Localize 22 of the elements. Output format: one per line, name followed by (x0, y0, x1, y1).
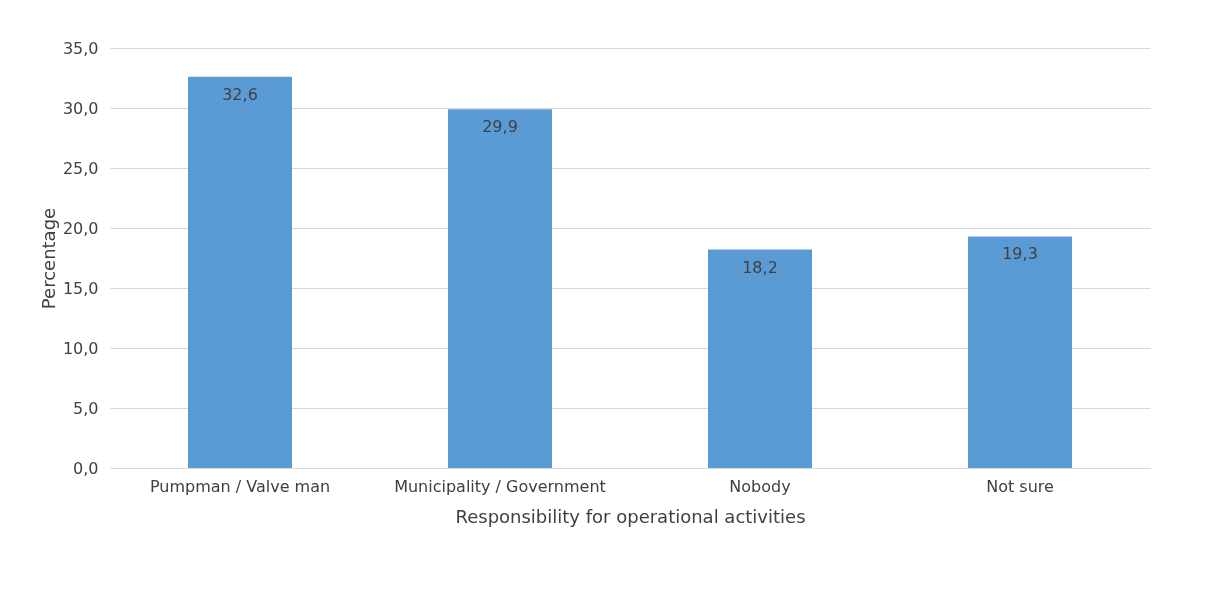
x-axis-title: Responsibility for operational activities (455, 505, 806, 527)
x-tick-label: Not sure (986, 476, 1054, 496)
y-tick-label: 15,0 (62, 278, 99, 298)
y-tick-label: 10,0 (62, 338, 99, 358)
y-tick-label: 5,0 (73, 398, 99, 418)
y-tick-label: 25,0 (62, 158, 99, 178)
y-tick-label: 35,0 (62, 38, 99, 58)
bar (448, 109, 552, 468)
y-axis-title: Percentage (37, 207, 59, 310)
y-tick-label: 0,0 (73, 458, 99, 478)
data-label: 19,3 (1002, 244, 1038, 264)
y-tick-label: 20,0 (62, 218, 99, 238)
bar (188, 76, 292, 468)
x-tick-label: Nobody (729, 476, 791, 496)
bar (708, 249, 812, 468)
data-label: 32,6 (222, 84, 258, 104)
bar (968, 236, 1072, 468)
data-label: 18,2 (742, 257, 778, 277)
y-tick-label: 30,0 (62, 98, 99, 118)
x-tick-label: Pumpman / Valve man (149, 476, 331, 496)
x-tick-label: Municipality / Government (394, 476, 606, 496)
data-label: 29,9 (482, 117, 518, 137)
